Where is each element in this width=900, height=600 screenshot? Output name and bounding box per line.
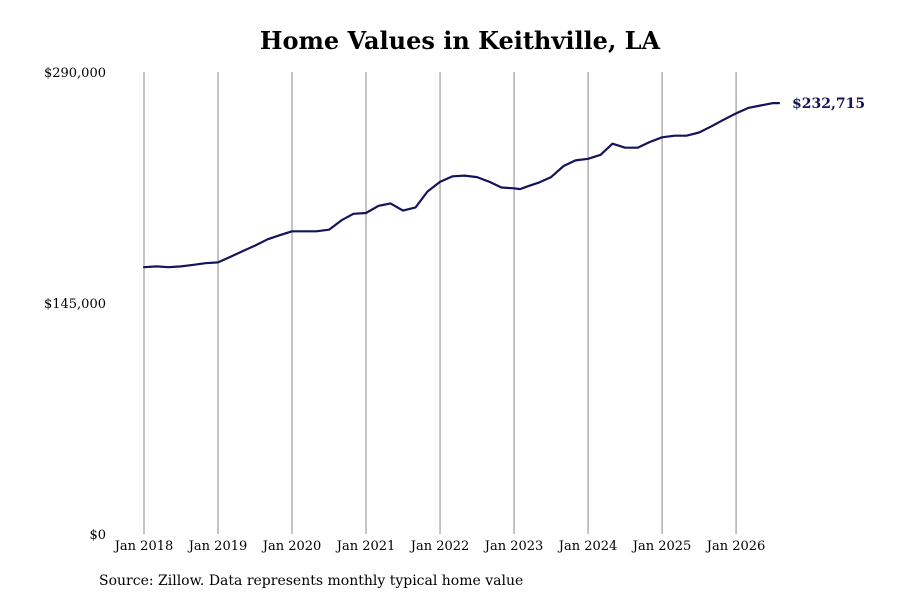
x-tick-labels: Jan 2018 Jan 2019 Jan 2020 Jan 2021 Jan 2022… xyxy=(113,539,766,554)
chart-title: Home Values in Keithville, LA xyxy=(259,26,661,55)
grid-layer xyxy=(143,72,737,534)
end-value-label: $232,715 xyxy=(792,96,865,112)
x-tick-label: Jan 2023 xyxy=(483,539,544,554)
x-tick-label: Jan 2026 xyxy=(705,539,766,554)
series-layer xyxy=(142,101,781,269)
x-tick-label: Jan 2020 xyxy=(261,539,322,554)
y-tick-label: $145,000 xyxy=(44,297,106,312)
y-tick-label: $0 xyxy=(89,528,106,543)
x-tick-label: Jan 2024 xyxy=(557,539,618,554)
x-tick-label: Jan 2025 xyxy=(631,539,692,554)
source-note: Source: Zillow. Data represents monthly … xyxy=(99,573,524,589)
x-tick-label: Jan 2019 xyxy=(187,539,248,554)
x-tick-label: Jan 2022 xyxy=(409,539,470,554)
y-tick-label: $290,000 xyxy=(44,66,106,81)
y-tick-labels: $0 $145,000 $290,000 xyxy=(44,66,106,543)
series-line-0 xyxy=(142,101,781,269)
x-tick-label: Jan 2021 xyxy=(335,539,396,554)
x-tick-label: Jan 2018 xyxy=(113,539,174,554)
